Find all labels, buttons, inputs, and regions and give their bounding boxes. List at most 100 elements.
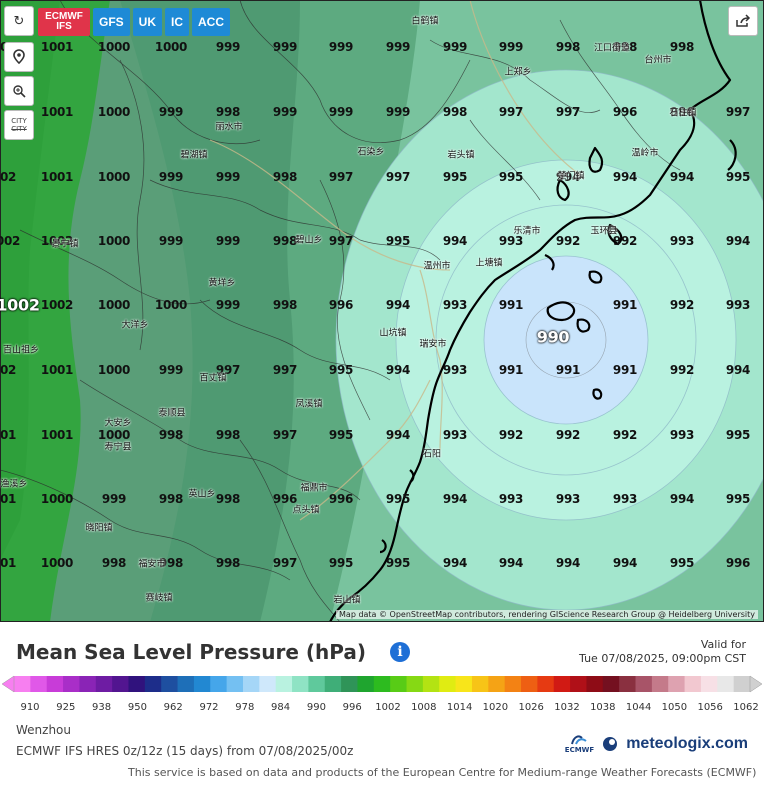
place-label: 白鹤镇 <box>411 16 439 27</box>
scale-swatch <box>422 676 440 692</box>
scale-swatch <box>63 676 80 692</box>
pressure-value: 999 <box>215 40 241 54</box>
pressure-value: 1001 <box>40 363 74 377</box>
scale-tick-label: 1038 <box>590 702 616 713</box>
pressure-value: 992 <box>498 428 524 442</box>
pressure-value: 995 <box>725 170 751 184</box>
legend-title: Mean Sea Level Pressure (hPa) <box>16 640 366 664</box>
place-label: 温州市 <box>423 261 451 272</box>
info-icon[interactable]: i <box>390 642 410 662</box>
scale-swatch <box>455 676 473 692</box>
pressure-value: 998 <box>272 234 298 248</box>
pressure-value: 992 <box>669 298 695 312</box>
place-label: 岩头镇 <box>447 150 475 161</box>
pressure-value: 1001 <box>40 428 74 442</box>
place-label: 台州市 <box>644 55 672 66</box>
pressure-value: 01 <box>0 428 17 442</box>
place-label: 晓阳镇 <box>85 523 113 534</box>
refresh-button[interactable]: ↻ <box>4 6 34 36</box>
pressure-value: 998 <box>442 105 468 119</box>
pressure-value: 995 <box>328 363 354 377</box>
pressure-value: 999 <box>158 105 184 119</box>
pressure-value: 993 <box>498 234 524 248</box>
valid-time: Tue 07/08/2025, 09:00pm CST <box>579 652 746 665</box>
pressure-value: 998 <box>612 40 638 54</box>
brand-block[interactable]: ECMWF meteologix.com <box>565 734 748 754</box>
place-label: 石柱镇 <box>669 108 697 119</box>
pressure-value: 997 <box>272 363 298 377</box>
scale-left-arrow <box>1 675 15 693</box>
scale-swatch <box>471 676 489 692</box>
valid-label: Valid for <box>700 638 746 651</box>
location-name: Wenzhou <box>16 723 72 737</box>
pressure-value: 995 <box>669 556 695 570</box>
pressure-value: 994 <box>442 234 468 248</box>
scale-swatch <box>341 676 358 692</box>
pressure-value: 994 <box>612 556 638 570</box>
pressure-value: 995 <box>328 556 354 570</box>
pressure-value: 1002 <box>40 234 74 248</box>
scale-tick-label: 1002 <box>375 702 401 713</box>
place-label: 瑞安市 <box>419 339 447 350</box>
scale-swatch <box>700 676 718 692</box>
pressure-value: 994 <box>442 492 468 506</box>
pressure-value: 997 <box>498 105 524 119</box>
share-button[interactable] <box>728 6 758 36</box>
pressure-value: 995 <box>328 428 354 442</box>
pressure-value: 994 <box>612 170 638 184</box>
zoom-button[interactable] <box>4 76 34 106</box>
pressure-value: 998 <box>101 556 127 570</box>
location-pin-icon <box>13 49 25 65</box>
pressure-value: 993 <box>669 234 695 248</box>
tab-ecmwf-label-top: ECMWF <box>45 11 83 22</box>
pressure-value: 998 <box>158 428 184 442</box>
tab-ecmwf-ifs[interactable]: ECMWF IFS <box>38 8 90 36</box>
pressure-value: 1000 <box>97 363 131 377</box>
scale-swatch <box>619 676 637 692</box>
ecmwf-logo-icon <box>571 735 588 745</box>
scale-swatch <box>570 676 587 692</box>
pressure-value: 998 <box>272 170 298 184</box>
scale-swatch <box>357 676 375 692</box>
place-label: 黄垟乡 <box>208 278 236 289</box>
pressure-value: 998 <box>215 105 241 119</box>
color-scale-bar <box>1 675 763 693</box>
scale-right-arrow <box>749 675 763 693</box>
location-button[interactable] <box>4 42 34 72</box>
tab-uk[interactable]: UK <box>132 8 163 36</box>
map-attribution: Map data © OpenStreetMap contributors, r… <box>336 610 758 619</box>
pressure-value: 1000 <box>40 492 74 506</box>
place-label: 寿宁县 <box>104 442 132 453</box>
scale-tick-label: 962 <box>163 702 183 713</box>
pressure-value: 995 <box>385 556 411 570</box>
pressure-value: 999 <box>385 105 411 119</box>
pressure-value: 998 <box>272 298 298 312</box>
scale-swatch <box>602 676 620 692</box>
scale-swatch <box>242 676 260 692</box>
tab-ic[interactable]: IC <box>165 8 190 36</box>
pressure-value: 01 <box>0 556 17 570</box>
place-label: 乐清市 <box>513 226 541 237</box>
scale-swatch <box>259 676 277 692</box>
pressure-value: 1001 <box>40 105 74 119</box>
low-center-value: 990 <box>536 327 570 347</box>
city-label-top: CITY <box>11 117 27 125</box>
pressure-value: 992 <box>555 234 581 248</box>
scale-swatch <box>210 676 228 692</box>
pressure-value: 998 <box>215 492 241 506</box>
pressure-value: 994 <box>385 363 411 377</box>
pressure-value: 999 <box>215 234 241 248</box>
service-notice: This service is based on data and produc… <box>128 766 757 779</box>
scale-tick-label: 1026 <box>518 702 544 713</box>
pressure-value: 993 <box>555 492 581 506</box>
place-label: 大安乡 <box>104 418 132 429</box>
pressure-map[interactable]: 1001 1001 1000 1000 999 999 999 999 999 999 998 998… <box>0 0 764 622</box>
scale-swatch <box>635 676 653 692</box>
pressure-value: 02 <box>0 363 17 377</box>
city-toggle-button[interactable]: CITY CITY <box>4 110 34 140</box>
pressure-value: 991 <box>498 363 524 377</box>
city-label-bottom: CITY <box>11 125 27 133</box>
place-label: 江口街道 <box>593 43 631 54</box>
tab-gfs[interactable]: GFS <box>93 8 130 36</box>
tab-acc[interactable]: ACC <box>192 8 231 36</box>
